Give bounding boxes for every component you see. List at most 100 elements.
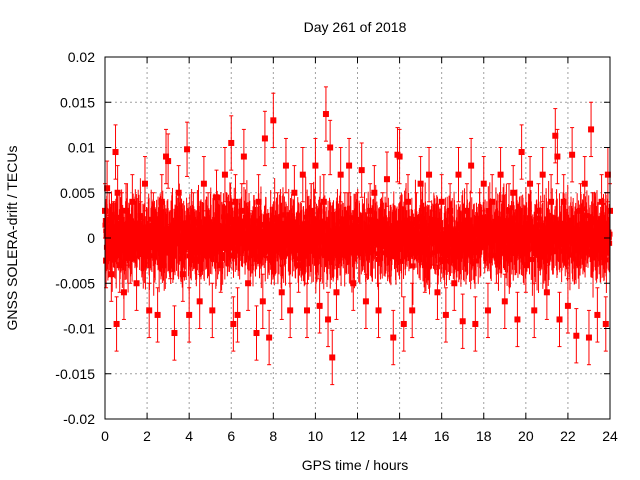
x-tick-label: 10 xyxy=(308,428,324,444)
noise-point xyxy=(388,239,394,245)
data-point xyxy=(396,153,403,160)
data-point xyxy=(379,216,386,223)
data-point xyxy=(295,262,302,269)
noise-point xyxy=(582,221,588,227)
data-point xyxy=(158,198,165,205)
data-point xyxy=(552,132,559,139)
data-point xyxy=(598,198,605,205)
data-point xyxy=(421,262,428,269)
data-point xyxy=(299,171,306,178)
data-point xyxy=(163,153,170,160)
noise-point xyxy=(566,247,572,253)
y-tick-label: -0.01 xyxy=(63,321,95,337)
noise-point xyxy=(281,212,287,218)
noise-point xyxy=(192,237,198,243)
data-point xyxy=(184,146,191,153)
data-point xyxy=(430,235,437,241)
data-point xyxy=(362,298,369,305)
data-point xyxy=(588,126,595,133)
noise-point xyxy=(371,227,377,233)
data-point xyxy=(234,311,241,318)
data-point xyxy=(114,189,121,196)
noise-point xyxy=(371,247,377,253)
data-point xyxy=(560,198,567,205)
noise-point xyxy=(539,246,545,252)
data-point xyxy=(232,198,239,205)
noise-point xyxy=(519,225,525,231)
data-point xyxy=(573,332,580,339)
data-point xyxy=(531,307,538,314)
y-tick-label: 0.005 xyxy=(60,185,95,201)
data-point xyxy=(489,198,496,205)
noise-point xyxy=(217,230,223,236)
chart-title: Day 261 of 2018 xyxy=(304,19,407,35)
data-point xyxy=(186,311,193,318)
data-point xyxy=(205,216,212,223)
noise-point xyxy=(206,248,212,254)
data-point xyxy=(455,171,462,178)
noise-point xyxy=(317,208,323,214)
data-point xyxy=(112,149,119,156)
data-point xyxy=(196,298,203,305)
data-point xyxy=(602,320,609,327)
data-point xyxy=(367,207,374,214)
noise-point xyxy=(571,228,577,234)
data-point xyxy=(484,307,491,314)
data-point xyxy=(333,289,340,296)
data-point xyxy=(447,207,454,214)
noise-point xyxy=(371,221,377,227)
data-point xyxy=(438,198,445,205)
data-point xyxy=(249,235,256,241)
data-point xyxy=(535,207,542,214)
noise-point xyxy=(282,243,288,249)
data-point xyxy=(110,225,117,232)
data-point xyxy=(116,262,123,269)
noise-point xyxy=(450,231,456,237)
data-point xyxy=(287,307,294,314)
data-points xyxy=(102,86,613,386)
data-point xyxy=(226,225,233,232)
data-point xyxy=(514,316,521,323)
data-point xyxy=(354,216,361,223)
data-point xyxy=(106,216,113,223)
data-point xyxy=(312,162,319,169)
noise-point xyxy=(368,217,374,223)
data-point xyxy=(409,307,416,314)
noise-point xyxy=(399,258,405,264)
data-point xyxy=(522,262,529,269)
data-point xyxy=(463,207,470,214)
y-tick-label: 0.015 xyxy=(60,94,95,110)
noise-point xyxy=(254,240,260,246)
data-point xyxy=(543,289,550,296)
data-point xyxy=(137,225,144,232)
y-tick-label: 0.02 xyxy=(68,49,95,65)
data-point xyxy=(539,171,546,178)
data-point xyxy=(590,216,597,223)
data-point xyxy=(350,280,357,287)
x-tick-label: 4 xyxy=(185,428,193,444)
data-point xyxy=(501,298,508,305)
data-point xyxy=(104,185,111,192)
data-point xyxy=(245,280,252,287)
noise-point xyxy=(403,217,409,223)
noise-point xyxy=(427,251,433,257)
data-point xyxy=(221,171,228,178)
noise-point xyxy=(434,218,440,224)
data-point xyxy=(341,216,348,223)
data-point xyxy=(564,302,571,309)
data-point xyxy=(510,189,517,196)
data-point xyxy=(322,111,329,118)
data-point xyxy=(405,198,411,205)
data-point xyxy=(304,307,310,314)
data-point xyxy=(253,330,260,337)
noise-point xyxy=(465,242,471,248)
data-point xyxy=(451,280,458,287)
noise-point xyxy=(331,251,337,257)
noise-point xyxy=(576,229,582,235)
noise-point xyxy=(568,234,574,240)
data-point xyxy=(123,207,130,214)
x-tick-label: 16 xyxy=(434,428,450,444)
noise-point xyxy=(473,258,479,264)
noise-point xyxy=(248,253,254,259)
data-point xyxy=(171,330,178,337)
